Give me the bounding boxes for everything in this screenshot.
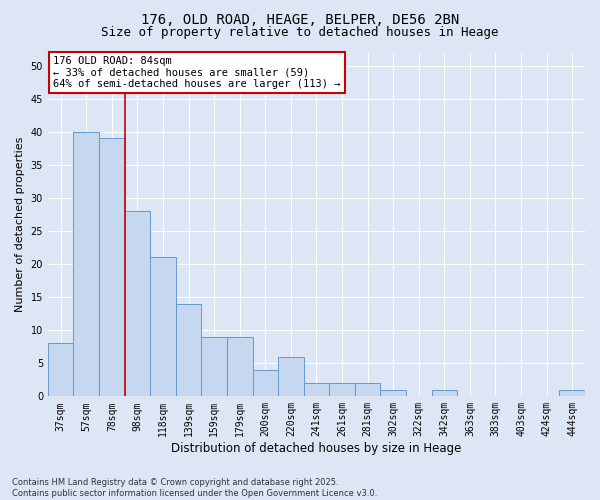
- Text: Size of property relative to detached houses in Heage: Size of property relative to detached ho…: [101, 26, 499, 39]
- Bar: [99, 138, 125, 396]
- Text: 176 OLD ROAD: 84sqm
← 33% of detached houses are smaller (59)
64% of semi-detach: 176 OLD ROAD: 84sqm ← 33% of detached ho…: [53, 56, 341, 89]
- Bar: [150, 258, 176, 396]
- Bar: [125, 211, 150, 396]
- Text: 176, OLD ROAD, HEAGE, BELPER, DE56 2BN: 176, OLD ROAD, HEAGE, BELPER, DE56 2BN: [141, 12, 459, 26]
- Bar: [73, 132, 99, 396]
- X-axis label: Distribution of detached houses by size in Heage: Distribution of detached houses by size …: [171, 442, 461, 455]
- Bar: [253, 370, 278, 396]
- Bar: [559, 390, 585, 396]
- Bar: [48, 344, 73, 396]
- Bar: [176, 304, 202, 396]
- Bar: [227, 337, 253, 396]
- Bar: [355, 383, 380, 396]
- Bar: [304, 383, 329, 396]
- Bar: [380, 390, 406, 396]
- Bar: [329, 383, 355, 396]
- Text: Contains HM Land Registry data © Crown copyright and database right 2025.
Contai: Contains HM Land Registry data © Crown c…: [12, 478, 377, 498]
- Y-axis label: Number of detached properties: Number of detached properties: [15, 136, 25, 312]
- Bar: [202, 337, 227, 396]
- Bar: [431, 390, 457, 396]
- Bar: [278, 356, 304, 397]
